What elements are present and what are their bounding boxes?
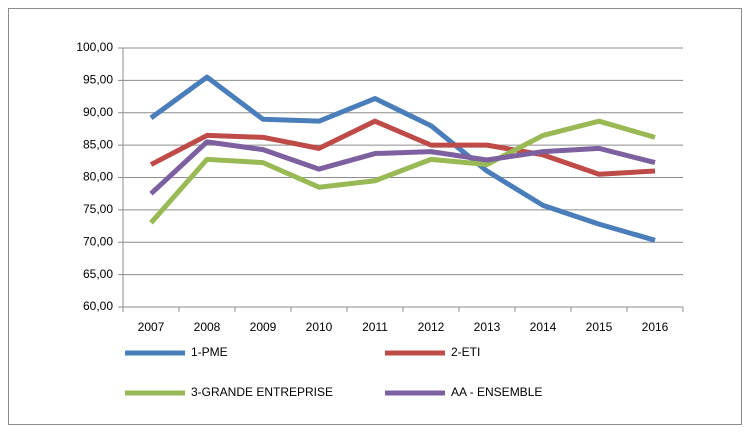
chart-frame	[8, 8, 742, 425]
x-tick-label: 2012	[418, 320, 445, 334]
series-line	[149, 118, 656, 225]
series-line	[149, 139, 656, 196]
legend-label: 1-PME	[191, 345, 228, 359]
y-tick-label: 65,00	[83, 267, 113, 281]
x-tick-label: 2010	[306, 320, 333, 334]
x-tick-label: 2015	[586, 320, 613, 334]
x-tick-label: 2014	[530, 320, 557, 334]
series-line	[149, 118, 656, 177]
y-tick-label: 75,00	[83, 202, 113, 216]
y-tick-label: 100,00	[76, 40, 113, 54]
x-tick-label: 2009	[250, 320, 277, 334]
legend-label: AA - ENSEMBLE	[451, 385, 542, 399]
y-tick-label: 60,00	[83, 299, 113, 313]
y-tick-label: 80,00	[83, 170, 113, 184]
legend-label: 2-ETI	[451, 345, 480, 359]
y-tick-label: 95,00	[83, 73, 113, 87]
x-tick-label: 2011	[362, 320, 388, 334]
y-tick-label: 70,00	[83, 234, 113, 248]
y-tick-label: 85,00	[83, 137, 113, 151]
x-tick-label: 2013	[474, 320, 501, 334]
x-tick-label: 2016	[642, 320, 669, 334]
x-tick-label: 2007	[138, 320, 165, 334]
x-tick-label: 2008	[194, 320, 221, 334]
legend-label: 3-GRANDE ENTREPRISE	[191, 385, 333, 399]
series-line	[149, 74, 656, 243]
y-tick-label: 90,00	[83, 105, 113, 119]
